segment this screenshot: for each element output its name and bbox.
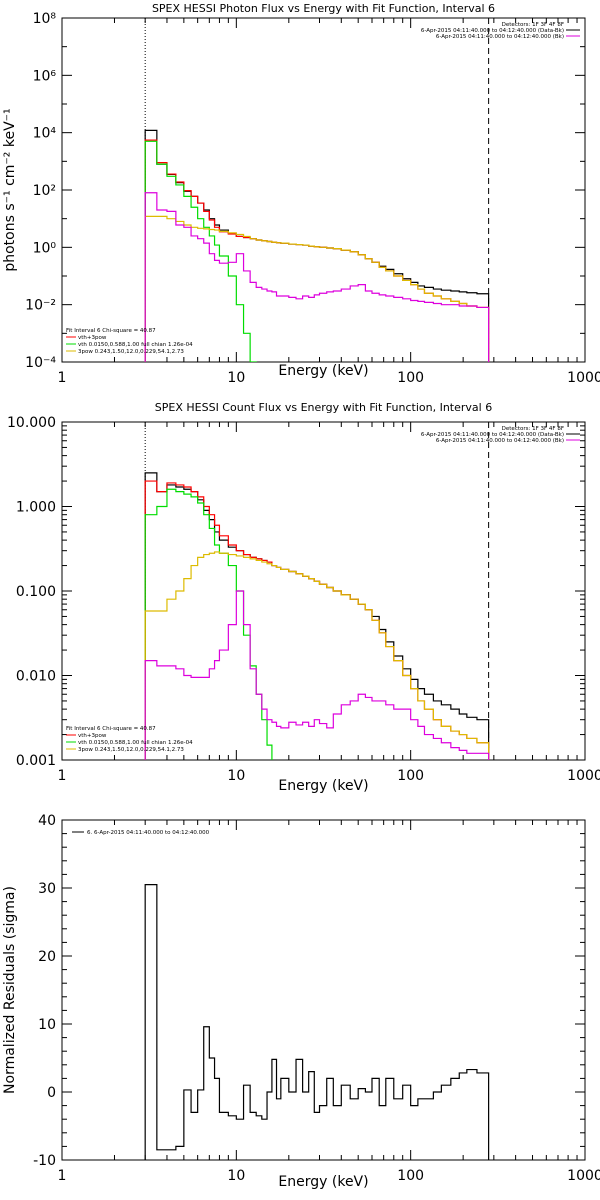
panel-title: SPEX HESSI Count Flux vs Energy with Fit… <box>155 401 492 414</box>
y-axis-ticks <box>62 421 585 761</box>
y-tick-label: 10⁻² <box>25 298 56 314</box>
y-tick-label: 10 <box>38 1017 56 1033</box>
y-tick-label: 0 <box>47 1085 56 1101</box>
series-line-vth-3pow <box>144 139 490 362</box>
y-tick-label: 0.001 <box>16 753 56 769</box>
legend-bottom-left: Fit Interval 6 Chi-square = 40.87vth+3po… <box>66 328 193 355</box>
series-line-vth <box>144 488 278 760</box>
y-tick-label: 10⁴ <box>33 126 57 142</box>
plot-frame <box>61 819 586 1161</box>
x-tick-label: 1 <box>58 1168 67 1184</box>
y-axis-title: photons s⁻¹ cm⁻² keV⁻¹ <box>2 108 18 271</box>
legend-entry: 3pow 0.243,1.50,12.0,0.229,54.1,2.73 <box>78 349 184 355</box>
legend-entry: Fit Interval 6 Chi-square = 40.87 <box>66 328 156 334</box>
y-axis-ticks <box>62 819 585 1161</box>
legend-entry: vth 0.0150,0.588,1.00 full chian 1.26e-0… <box>78 740 193 746</box>
plot-frame <box>61 17 586 363</box>
series-group <box>144 129 490 362</box>
x-axis-title: Energy (keV) <box>278 778 368 794</box>
legend-entry: 6-Apr-2015 04:11:40.000 to 04:12:40.000 … <box>436 438 564 444</box>
x-axis-ticks <box>61 820 586 1160</box>
legend-entry: Detectors: 1F 3F 4F 8F <box>502 22 564 28</box>
panel-title: SPEX HESSI Photon Flux vs Energy with Fi… <box>152 2 495 15</box>
y-tick-label: 10² <box>33 183 56 199</box>
x-tick-label: 10 <box>227 768 245 784</box>
x-axis-title: Energy (keV) <box>278 363 368 379</box>
series-line-bk <box>144 192 490 362</box>
legend-top-right: Detectors: 1F 3F 4F 8F6-Apr-2015 04:11:4… <box>421 22 580 40</box>
legend-entry: 3pow 0.243,1.50,12.0,0.229,54.1,2.73 <box>78 747 184 753</box>
series-line-vth <box>144 140 263 362</box>
y-tick-label: 10⁶ <box>33 68 57 84</box>
y-tick-label: 0.100 <box>16 584 56 600</box>
x-tick-label: 1 <box>58 768 67 784</box>
series-line-3pow <box>144 215 490 362</box>
legend-entry: 6. 6-Apr-2015 04:11:40.000 to 04:12:40.0… <box>87 830 210 836</box>
y-tick-label: 20 <box>38 949 56 965</box>
x-tick-label: 100 <box>397 1168 424 1184</box>
legend-entry: 6-Apr-2015 04:11:40.000 to 04:12:40.000 … <box>421 28 564 34</box>
residuals-panel: 1 10 100 1000 -10 0 10 20 30 40 Energy (keV) Normal… <box>2 813 600 1190</box>
x-tick-label: 1000 <box>567 370 600 386</box>
y-tick-label: 1.000 <box>16 500 56 516</box>
x-tick-label: 1000 <box>567 1168 600 1184</box>
series-line-bk <box>144 590 490 760</box>
y-tick-label: -10 <box>33 1153 56 1169</box>
x-axis-ticks <box>61 422 586 760</box>
series-line-residuals <box>144 884 490 1160</box>
y-tick-label: 0.010 <box>16 669 56 685</box>
y-tick-label: 10⁸ <box>33 11 57 27</box>
photon-flux-panel: 1 10 100 1000 10⁻⁴ 10⁻² 10⁰ 10² 10⁴ 10⁶ 10⁸ SPEX HE… <box>2 2 600 386</box>
legend-top-right: Detectors: 1F 3F 4F 8F6-Apr-2015 04:11:4… <box>421 426 580 444</box>
x-tick-label: 1000 <box>567 768 600 784</box>
x-tick-label: 100 <box>397 768 424 784</box>
legend-entry: 6-Apr-2015 04:11:40.000 to 04:12:40.000 … <box>436 34 564 40</box>
series-group <box>144 472 490 760</box>
plot-frame <box>61 421 586 761</box>
y-axis-ticks <box>62 17 585 363</box>
y-tick-label: 40 <box>38 813 56 829</box>
series-line-vth-3pow <box>144 480 490 760</box>
legend-bottom-left: Fit Interval 6 Chi-square = 40.87vth+3po… <box>66 726 193 753</box>
y-tick-label: 10⁰ <box>33 240 57 256</box>
y-tick-label: 30 <box>38 881 56 897</box>
legend-entry: Detectors: 1F 3F 4F 8F <box>502 426 564 432</box>
legend-top-left: 6. 6-Apr-2015 04:11:40.000 to 04:12:40.0… <box>72 830 210 836</box>
legend-entry: vth+3pow <box>78 335 107 341</box>
legend-entry: Fit Interval 6 Chi-square = 40.87 <box>66 726 156 732</box>
series-line-3pow <box>144 551 490 760</box>
legend-entry: 6-Apr-2015 04:11:40.000 to 04:12:40.000 … <box>421 432 564 438</box>
x-tick-label: 10 <box>227 1168 245 1184</box>
x-axis-title: Energy (keV) <box>278 1174 368 1190</box>
count-flux-panel: 1 10 100 1000 0.001 0.010 0.100 1.000 10.000 SPEX… <box>7 401 600 794</box>
x-tick-label: 100 <box>397 370 424 386</box>
y-axis-title: Normalized Residuals (sigma) <box>2 886 18 1094</box>
x-axis-ticks <box>61 18 586 362</box>
y-tick-label: 10.000 <box>7 415 56 431</box>
y-tick-label: 10⁻⁴ <box>25 355 56 371</box>
series-line-data-bk <box>144 472 490 760</box>
series-group <box>144 884 490 1160</box>
x-tick-label: 1 <box>58 370 67 386</box>
legend-entry: vth+3pow <box>78 733 107 739</box>
x-tick-label: 10 <box>227 370 245 386</box>
legend-entry: vth 0.0150,0.588,1.00 full chian 1.26e-0… <box>78 342 193 348</box>
